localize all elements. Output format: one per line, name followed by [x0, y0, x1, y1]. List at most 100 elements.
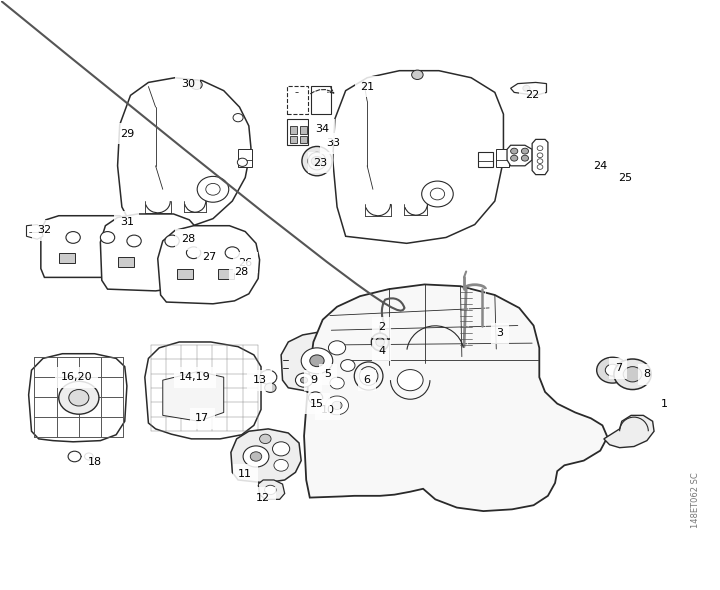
Circle shape [521, 148, 528, 154]
Circle shape [186, 247, 201, 258]
Circle shape [308, 392, 323, 404]
Text: 12: 12 [256, 493, 270, 503]
Circle shape [68, 451, 81, 462]
Polygon shape [281, 332, 360, 393]
Circle shape [325, 396, 348, 415]
Text: 2: 2 [378, 322, 385, 332]
Text: 30: 30 [181, 78, 195, 88]
Circle shape [265, 485, 276, 494]
Text: 21: 21 [360, 81, 374, 91]
Circle shape [330, 377, 344, 389]
Circle shape [328, 341, 346, 355]
Circle shape [69, 389, 89, 406]
Circle shape [431, 188, 445, 200]
Text: 13: 13 [253, 375, 266, 385]
Bar [177, 269, 193, 278]
Text: 4: 4 [378, 346, 385, 356]
Ellipse shape [302, 146, 332, 176]
Text: 6: 6 [364, 375, 371, 385]
Circle shape [606, 364, 620, 376]
Polygon shape [100, 214, 202, 291]
Bar [59, 253, 75, 263]
Polygon shape [604, 415, 654, 448]
Circle shape [225, 247, 240, 258]
Bar [238, 149, 253, 167]
Circle shape [233, 113, 243, 122]
Circle shape [332, 401, 342, 409]
Circle shape [206, 183, 220, 195]
Text: 29: 29 [120, 129, 134, 139]
Circle shape [537, 159, 543, 163]
Circle shape [521, 155, 528, 161]
Polygon shape [315, 386, 360, 423]
Ellipse shape [376, 337, 384, 346]
Circle shape [537, 146, 543, 150]
Circle shape [341, 359, 355, 371]
Text: 18: 18 [88, 457, 102, 467]
Text: 28: 28 [181, 234, 195, 244]
Bar [161, 257, 176, 267]
Text: 17: 17 [195, 414, 210, 423]
Bar [311, 86, 331, 114]
Circle shape [295, 373, 312, 387]
Text: 16,20: 16,20 [61, 372, 92, 382]
Circle shape [310, 355, 324, 366]
Bar [287, 86, 308, 114]
Text: 14,19: 14,19 [179, 372, 211, 382]
Bar [478, 152, 492, 167]
Circle shape [251, 452, 262, 461]
Circle shape [84, 453, 93, 460]
Circle shape [537, 165, 543, 169]
Text: 32: 32 [37, 225, 52, 235]
Text: 26: 26 [238, 258, 252, 268]
Circle shape [238, 158, 248, 166]
Circle shape [165, 235, 179, 247]
Circle shape [614, 359, 651, 389]
Text: 27: 27 [202, 252, 217, 262]
Circle shape [59, 381, 99, 414]
Bar [300, 136, 307, 143]
Polygon shape [163, 371, 224, 421]
Polygon shape [158, 226, 260, 304]
Circle shape [523, 86, 530, 91]
Circle shape [260, 434, 271, 444]
Circle shape [412, 70, 423, 80]
Polygon shape [333, 71, 503, 243]
Polygon shape [41, 216, 136, 277]
Bar [287, 119, 308, 145]
Polygon shape [29, 354, 127, 442]
Circle shape [597, 358, 629, 383]
Text: 148ET062 SC: 148ET062 SC [691, 473, 700, 529]
Text: 31: 31 [120, 217, 134, 227]
Circle shape [127, 235, 141, 247]
Text: 3: 3 [496, 328, 503, 338]
Circle shape [311, 156, 323, 166]
Text: 15: 15 [310, 399, 324, 409]
Circle shape [191, 80, 202, 90]
Circle shape [260, 370, 276, 384]
Circle shape [510, 148, 518, 154]
Text: 24: 24 [593, 161, 608, 171]
Text: 5: 5 [324, 369, 331, 379]
Bar [289, 136, 297, 143]
Ellipse shape [372, 333, 389, 351]
Text: 11: 11 [238, 469, 252, 479]
Text: 28: 28 [235, 267, 249, 277]
Polygon shape [117, 78, 251, 231]
Text: 23: 23 [313, 158, 328, 168]
Text: 33: 33 [325, 139, 340, 149]
Polygon shape [510, 83, 546, 96]
Circle shape [624, 366, 642, 382]
Circle shape [397, 369, 423, 391]
Circle shape [300, 377, 307, 383]
Circle shape [197, 176, 229, 202]
Bar [218, 269, 234, 278]
Bar [496, 149, 509, 167]
Circle shape [265, 383, 276, 392]
Bar [102, 253, 116, 263]
Text: 7: 7 [615, 363, 622, 373]
Circle shape [66, 232, 81, 243]
Text: 22: 22 [525, 90, 539, 100]
Polygon shape [258, 480, 284, 499]
Circle shape [274, 460, 288, 471]
